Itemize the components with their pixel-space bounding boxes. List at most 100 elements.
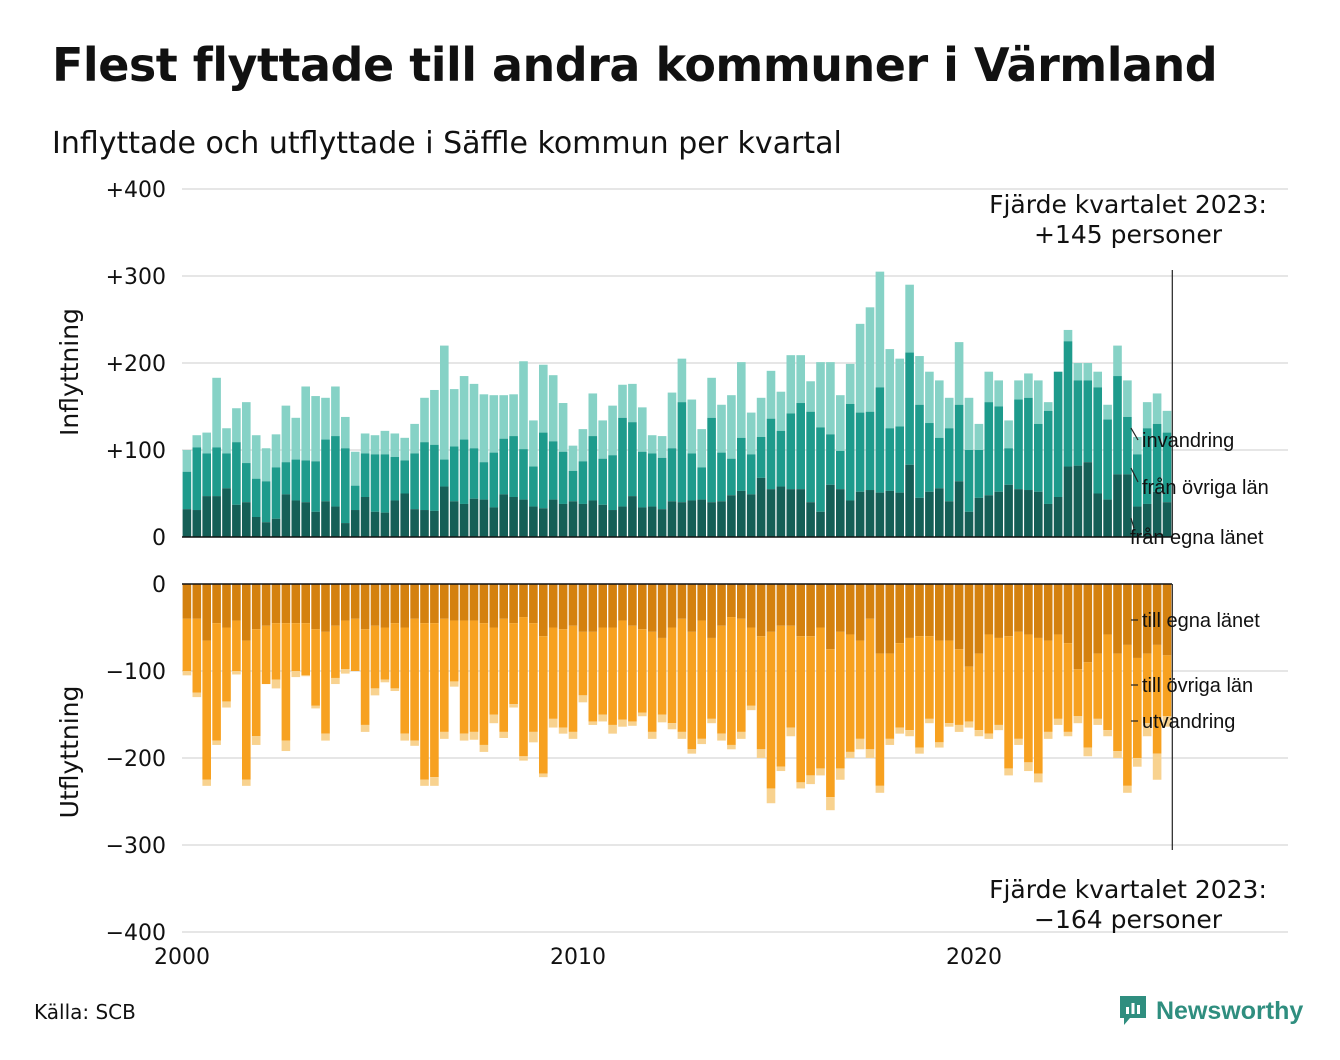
bar-in-egna-lanet (707, 502, 716, 537)
bar-out-egna-lanet (796, 584, 805, 637)
bar-in-egna-lanet (291, 500, 301, 537)
bar-in-invandring (430, 389, 439, 445)
bar-in-egna-lanet (618, 506, 627, 537)
bar-in-egna-lanet (469, 498, 479, 537)
bar-in-egna-lanet (1142, 503, 1152, 537)
bar-in-invandring (836, 395, 845, 451)
bar-out-utvandring (539, 773, 548, 778)
bar-out-utvandring (588, 721, 598, 725)
bar-in-invandring (727, 395, 736, 459)
bar-out-ovriga-lan (212, 623, 221, 741)
bar-out-egna-lanet (727, 584, 736, 618)
bar-in-invandring (459, 376, 469, 440)
bar-out-egna-lanet (1034, 584, 1043, 638)
bar-in-invandring (420, 397, 429, 443)
bar-in-invandring (529, 420, 538, 467)
bar-in-egna-lanet (360, 496, 370, 537)
bar-out-utvandring (509, 704, 518, 708)
bar-out-egna-lanet (1014, 584, 1023, 632)
bar-in-invandring (1133, 436, 1142, 455)
bar-in-invandring (1083, 363, 1093, 381)
label-invandring: invandring (1142, 430, 1234, 452)
bar-in-ovriga-lan (568, 470, 578, 502)
bar-in-ovriga-lan (499, 438, 508, 495)
bar-in-egna-lanet (529, 506, 538, 537)
bar-out-utvandring (568, 731, 578, 739)
bar-out-ovriga-lan (232, 620, 241, 671)
bar-out-egna-lanet (618, 584, 627, 621)
bar-out-ovriga-lan (776, 625, 786, 767)
bar-out-ovriga-lan (756, 636, 766, 750)
bar-out-egna-lanet (855, 584, 865, 641)
bar-in-egna-lanet (271, 518, 281, 537)
bar-in-ovriga-lan (1063, 341, 1073, 467)
bar-out-utvandring (1063, 731, 1073, 737)
bar-out-utvandring (420, 779, 429, 786)
bar-in-egna-lanet (558, 503, 568, 537)
bar-in-egna-lanet (1152, 491, 1162, 537)
bar-in-invandring (222, 428, 231, 454)
bar-out-egna-lanet (638, 584, 647, 630)
label-till-ovriga-lan: till övriga län (1142, 675, 1253, 697)
bar-in-invandring (1014, 380, 1023, 400)
bar-out-ovriga-lan (509, 623, 518, 705)
bar-out-egna-lanet (944, 584, 954, 641)
bar-out-egna-lanet (242, 584, 251, 641)
bar-out-egna-lanet (380, 584, 390, 628)
bar-out-egna-lanet (875, 584, 885, 654)
bar-out-egna-lanet (539, 584, 548, 637)
bar-out-utvandring (925, 718, 934, 724)
bar-in-ovriga-lan (697, 467, 706, 500)
bar-in-ovriga-lan (479, 462, 489, 500)
bar-out-egna-lanet (746, 584, 756, 628)
bar-in-ovriga-lan (489, 452, 499, 508)
bar-in-invandring (1152, 393, 1162, 424)
bar-out-egna-lanet (697, 584, 706, 621)
bar-out-egna-lanet (1063, 584, 1073, 644)
y-tick-label-in: +100 (106, 439, 166, 464)
bar-in-ovriga-lan (647, 453, 657, 507)
bar-in-egna-lanet (1123, 474, 1132, 537)
bar-in-ovriga-lan (390, 456, 400, 501)
bar-in-ovriga-lan (1083, 380, 1093, 463)
bar-in-invandring (578, 429, 588, 462)
x-tick-label: 2010 (550, 945, 606, 970)
bar-in-egna-lanet (1133, 506, 1142, 537)
bar-in-ovriga-lan (737, 437, 746, 491)
bar-out-egna-lanet (1123, 584, 1132, 645)
bar-in-invandring (588, 393, 598, 437)
bar-in-ovriga-lan (598, 458, 607, 505)
bar-out-egna-lanet (479, 584, 489, 624)
bar-out-ovriga-lan (1123, 644, 1132, 786)
bar-in-egna-lanet (1053, 496, 1063, 537)
bar-in-invandring (756, 397, 766, 437)
bar-in-invandring (954, 342, 964, 405)
bar-out-ovriga-lan (202, 640, 211, 780)
bar-in-egna-lanet (1034, 491, 1043, 537)
bar-out-egna-lanet (212, 584, 221, 624)
bar-in-invandring (449, 389, 459, 447)
bar-out-ovriga-lan (1004, 636, 1013, 769)
bar-in-invandring (1073, 363, 1083, 381)
bar-in-invandring (915, 356, 924, 405)
bar-in-ovriga-lan (251, 478, 261, 517)
bar-in-egna-lanet (905, 464, 914, 537)
bar-out-utvandring (251, 736, 261, 745)
bar-in-ovriga-lan (1073, 380, 1083, 466)
x-tick-label: 2020 (946, 945, 1002, 970)
bar-out-egna-lanet (707, 584, 716, 638)
bar-in-egna-lanet (865, 490, 875, 537)
bar-out-egna-lanet (568, 584, 578, 626)
bar-out-egna-lanet (786, 584, 796, 626)
bar-in-ovriga-lan (539, 432, 548, 509)
bar-out-ovriga-lan (905, 637, 914, 731)
bar-in-ovriga-lan (667, 448, 677, 502)
bar-out-ovriga-lan (370, 625, 380, 689)
bar-out-ovriga-lan (608, 627, 617, 725)
bar-out-ovriga-lan (974, 653, 984, 731)
bar-out-egna-lanet (449, 584, 459, 621)
bar-out-egna-lanet (281, 584, 291, 624)
bar-out-egna-lanet (350, 584, 360, 619)
bar-out-egna-lanet (331, 584, 340, 626)
bar-out-ovriga-lan (647, 631, 657, 732)
